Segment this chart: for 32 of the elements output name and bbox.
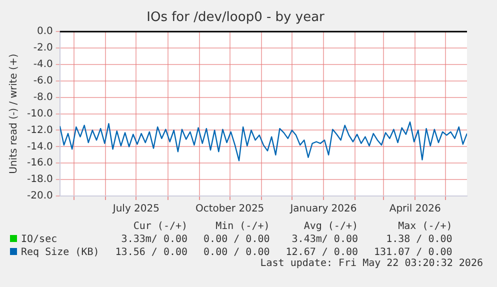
x-tick-label: January 2026 bbox=[289, 204, 357, 215]
text: Last update: Fri May 22 03:20:32 2026 bbox=[260, 258, 483, 269]
text: 0.00 / 0.00 bbox=[202, 234, 270, 247]
text: 1.38 / 0.00 bbox=[385, 234, 452, 247]
text: Cur (-/+) bbox=[132, 221, 188, 234]
y-tick-label: -10.0 bbox=[27, 108, 53, 120]
y-tick-label: -2.0 bbox=[33, 42, 53, 54]
y-tick-label: -6.0 bbox=[33, 76, 53, 87]
y-axis-title: Units read (-) / write (+) bbox=[8, 54, 20, 174]
x-tick-label: July 2025 bbox=[112, 204, 160, 215]
y-tick-label: -8.0 bbox=[33, 92, 53, 103]
y-tick-label: -18.0 bbox=[27, 174, 53, 186]
text: Min (-/+) bbox=[214, 221, 270, 234]
y-tick-label: -16.0 bbox=[27, 158, 53, 169]
text: Max (-/+) bbox=[397, 221, 452, 234]
legend-label: Req Size (KB) bbox=[20, 247, 100, 260]
y-tick-label: -4.0 bbox=[33, 59, 53, 70]
y-tick-label: -12.0 bbox=[27, 124, 53, 136]
text: 13.56 / 0.00 bbox=[114, 247, 188, 260]
y-tick-label: 0.0 bbox=[36, 26, 53, 38]
legend-label: IO/sec bbox=[20, 234, 58, 247]
text: 3.43m/ 0.00 bbox=[290, 234, 358, 247]
text: 3.33m/ 0.00 bbox=[120, 234, 188, 247]
x-tick-label: April 2026 bbox=[389, 204, 441, 215]
text: 131.07 / 0.00 bbox=[373, 247, 452, 258]
text: 12.67 / 0.00 bbox=[284, 247, 358, 258]
y-tick-label: -20.0 bbox=[27, 190, 53, 202]
y-tick-label: -14.0 bbox=[27, 141, 53, 152]
x-tick-label: October 2025 bbox=[196, 204, 264, 215]
text: Avg (-/+) bbox=[302, 221, 358, 234]
chart-title: IOs for /dev/loop0 - by year bbox=[146, 10, 326, 26]
text: 0.00 / 0.00 bbox=[202, 247, 270, 258]
